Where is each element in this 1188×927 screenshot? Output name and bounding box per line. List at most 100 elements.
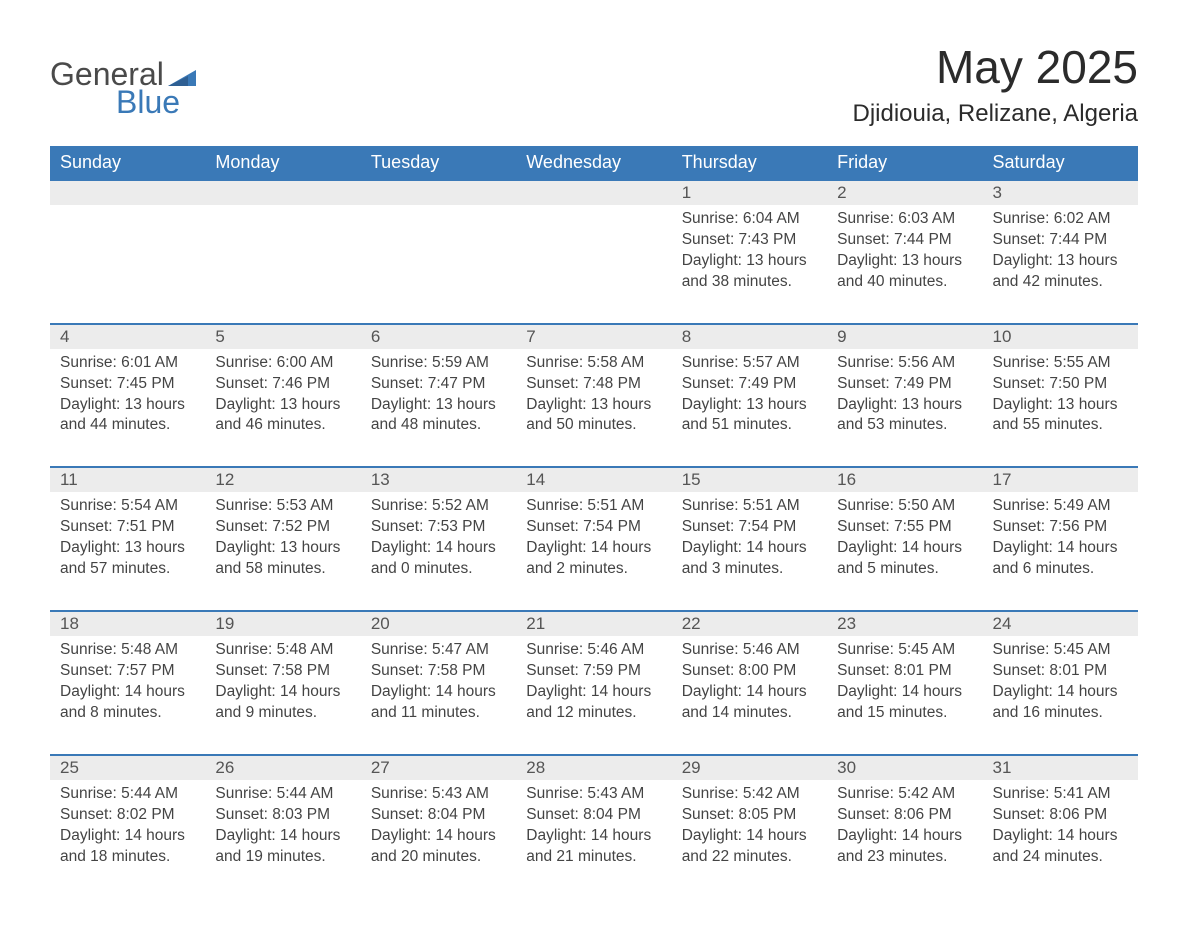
sunset-text: Sunset: 7:51 PM (60, 517, 195, 538)
day-number: 13 (361, 467, 516, 492)
day-cell: Sunrise: 5:41 AMSunset: 8:06 PMDaylight:… (983, 780, 1138, 878)
daylight2-text: and 6 minutes. (993, 559, 1128, 580)
day-number: 20 (361, 611, 516, 636)
sunrise-text: Sunrise: 5:54 AM (60, 496, 195, 517)
daylight1-text: Daylight: 13 hours (993, 251, 1128, 272)
day-number: 9 (827, 324, 982, 349)
sunrise-text: Sunrise: 5:43 AM (371, 784, 506, 805)
daylight2-text: and 58 minutes. (215, 559, 350, 580)
day-number: 17 (983, 467, 1138, 492)
sunset-text: Sunset: 7:59 PM (526, 661, 661, 682)
day-cell (50, 205, 205, 324)
day-number: 12 (205, 467, 360, 492)
sunset-text: Sunset: 7:53 PM (371, 517, 506, 538)
daylight2-text: and 40 minutes. (837, 272, 972, 293)
daylight1-text: Daylight: 13 hours (526, 395, 661, 416)
sunrise-text: Sunrise: 5:51 AM (682, 496, 817, 517)
daylight2-text: and 23 minutes. (837, 847, 972, 868)
daylight2-text: and 57 minutes. (60, 559, 195, 580)
daylight1-text: Daylight: 14 hours (526, 682, 661, 703)
day-cell: Sunrise: 5:42 AMSunset: 8:06 PMDaylight:… (827, 780, 982, 878)
page-title: May 2025 (853, 40, 1139, 94)
sunrise-text: Sunrise: 5:41 AM (993, 784, 1128, 805)
day-number: 31 (983, 755, 1138, 780)
daylight2-text: and 38 minutes. (682, 272, 817, 293)
col-wednesday: Wednesday (516, 146, 671, 180)
daylight1-text: Daylight: 14 hours (526, 538, 661, 559)
sunrise-text: Sunrise: 5:48 AM (60, 640, 195, 661)
daylight2-text: and 50 minutes. (526, 415, 661, 436)
sunset-text: Sunset: 7:57 PM (60, 661, 195, 682)
sunset-text: Sunset: 8:06 PM (993, 805, 1128, 826)
day-cell: Sunrise: 6:03 AMSunset: 7:44 PMDaylight:… (827, 205, 982, 324)
daylight1-text: Daylight: 14 hours (215, 826, 350, 847)
sunrise-text: Sunrise: 5:59 AM (371, 353, 506, 374)
day-cell: Sunrise: 5:43 AMSunset: 8:04 PMDaylight:… (361, 780, 516, 878)
col-friday: Friday (827, 146, 982, 180)
sunrise-text: Sunrise: 5:48 AM (215, 640, 350, 661)
sunrise-text: Sunrise: 5:52 AM (371, 496, 506, 517)
day-cell: Sunrise: 5:49 AMSunset: 7:56 PMDaylight:… (983, 492, 1138, 611)
day-number: 4 (50, 324, 205, 349)
daylight1-text: Daylight: 14 hours (993, 682, 1128, 703)
day-cell: Sunrise: 5:51 AMSunset: 7:54 PMDaylight:… (672, 492, 827, 611)
sunset-text: Sunset: 8:04 PM (526, 805, 661, 826)
content-row: Sunrise: 5:54 AMSunset: 7:51 PM Daylight:… (50, 492, 1138, 611)
sunset-text: Sunset: 8:03 PM (215, 805, 350, 826)
day-cell: Sunrise: 6:04 AMSunset: 7:43 PMDaylight:… (672, 205, 827, 324)
header-row: Sunday Monday Tuesday Wednesday Thursday… (50, 146, 1138, 180)
flag-icon (168, 64, 196, 86)
day-cell: Sunrise: 5:43 AMSunset: 8:04 PMDaylight:… (516, 780, 671, 878)
daylight1-text: Daylight: 14 hours (682, 682, 817, 703)
day-cell: Sunrise: 6:00 AMSunset: 7:46 PMDaylight:… (205, 349, 360, 468)
sunset-text: Sunset: 7:52 PM (215, 517, 350, 538)
sunrise-text: Sunrise: 6:02 AM (993, 209, 1128, 230)
content-row: Sunrise: 5:48 AMSunset: 7:57 PMDaylight:… (50, 636, 1138, 755)
sunrise-text: Sunrise: 5:58 AM (526, 353, 661, 374)
sunset-text: Sunset: 7:54 PM (526, 517, 661, 538)
daynum-row: 45678910 (50, 324, 1138, 349)
day-number: 6 (361, 324, 516, 349)
daylight2-text: and 55 minutes. (993, 415, 1128, 436)
day-number: 15 (672, 467, 827, 492)
day-cell: Sunrise: 5:54 AMSunset: 7:51 PMDaylight:… (50, 492, 205, 611)
sunrise-text: Sunrise: 5:45 AM (993, 640, 1128, 661)
daylight1-text: Daylight: 13 hours (682, 251, 817, 272)
day-cell: Sunrise: 5:50 AMSunset: 7:55 PMDaylight:… (827, 492, 982, 611)
sunset-text: Sunset: 7:43 PM (682, 230, 817, 251)
sunrise-text: Sunrise: 5:55 AM (993, 353, 1128, 374)
col-thursday: Thursday (672, 146, 827, 180)
day-number: 7 (516, 324, 671, 349)
day-number: 2 (827, 180, 982, 205)
sunrise-text: Sunrise: 6:03 AM (837, 209, 972, 230)
day-number (516, 180, 671, 205)
daylight1-text: Daylight: 14 hours (60, 682, 195, 703)
daylight2-text: and 12 minutes. (526, 703, 661, 724)
sunrise-text: Sunrise: 5:44 AM (215, 784, 350, 805)
sunrise-text: Sunrise: 5:49 AM (993, 496, 1128, 517)
day-number: 16 (827, 467, 982, 492)
day-number: 28 (516, 755, 671, 780)
sunset-text: Sunset: 8:02 PM (60, 805, 195, 826)
sunrise-text: Sunrise: 5:43 AM (526, 784, 661, 805)
day-number: 1 (672, 180, 827, 205)
sunset-text: Sunset: 7:50 PM (993, 374, 1128, 395)
sunrise-text: Sunrise: 5:45 AM (837, 640, 972, 661)
day-cell: Sunrise: 5:47 AMSunset: 7:58 PMDaylight:… (361, 636, 516, 755)
location: Djidiouia, Relizane, Algeria (853, 100, 1139, 128)
sunset-text: Sunset: 8:05 PM (682, 805, 817, 826)
sunset-text: Sunset: 7:54 PM (682, 517, 817, 538)
daylight2-text: and 16 minutes. (993, 703, 1128, 724)
daylight2-text: and 8 minutes. (60, 703, 195, 724)
logo-word2: Blue (116, 86, 196, 118)
sunrise-text: Sunrise: 5:50 AM (837, 496, 972, 517)
sunset-text: Sunset: 7:55 PM (837, 517, 972, 538)
day-number: 18 (50, 611, 205, 636)
day-number: 26 (205, 755, 360, 780)
daylight1-text: Daylight: 14 hours (837, 826, 972, 847)
daylight1-text: Daylight: 14 hours (837, 538, 972, 559)
daylight1-text: Daylight: 13 hours (993, 395, 1128, 416)
day-cell: Sunrise: 6:01 AMSunset: 7:45 PMDaylight:… (50, 349, 205, 468)
sunrise-text: Sunrise: 6:04 AM (682, 209, 817, 230)
daylight1-text: Daylight: 14 hours (371, 826, 506, 847)
